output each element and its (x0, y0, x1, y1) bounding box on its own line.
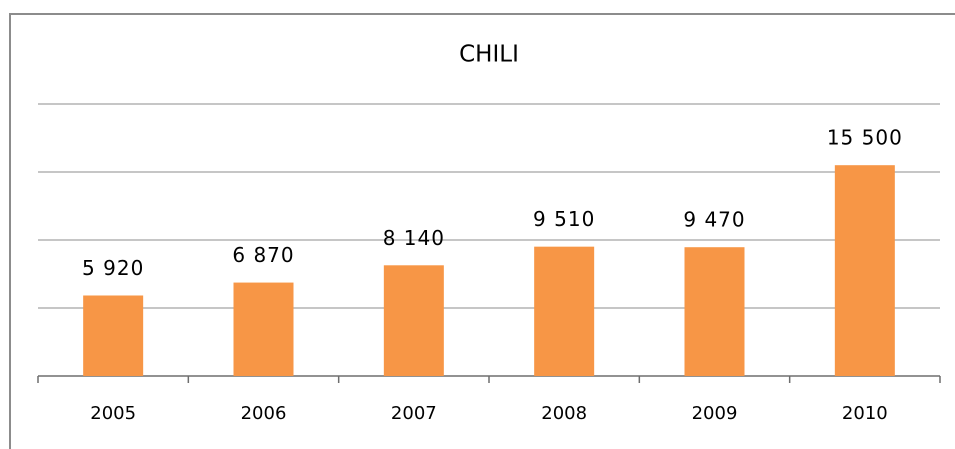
value-label: 15 500 (827, 126, 903, 150)
x-tick-label: 2008 (541, 403, 587, 424)
bar (83, 295, 144, 376)
x-tick-label: 2007 (391, 403, 437, 424)
x-tick-label: 2005 (90, 403, 136, 424)
value-label: 8 140 (383, 226, 445, 250)
x-tick-label: 2010 (842, 403, 888, 424)
x-tick-label: 2006 (241, 403, 287, 424)
chart-border (9, 13, 955, 449)
value-label: 6 870 (232, 243, 294, 267)
bar (834, 165, 895, 376)
value-label: 9 510 (533, 207, 595, 231)
value-label: 5 920 (82, 256, 144, 280)
bar (233, 282, 294, 376)
chart-title: CHILI (459, 42, 519, 68)
bar (684, 247, 745, 376)
x-tick-label: 2009 (692, 403, 738, 424)
value-label: 9 470 (683, 208, 745, 232)
bar (534, 246, 595, 376)
bar (383, 265, 444, 376)
